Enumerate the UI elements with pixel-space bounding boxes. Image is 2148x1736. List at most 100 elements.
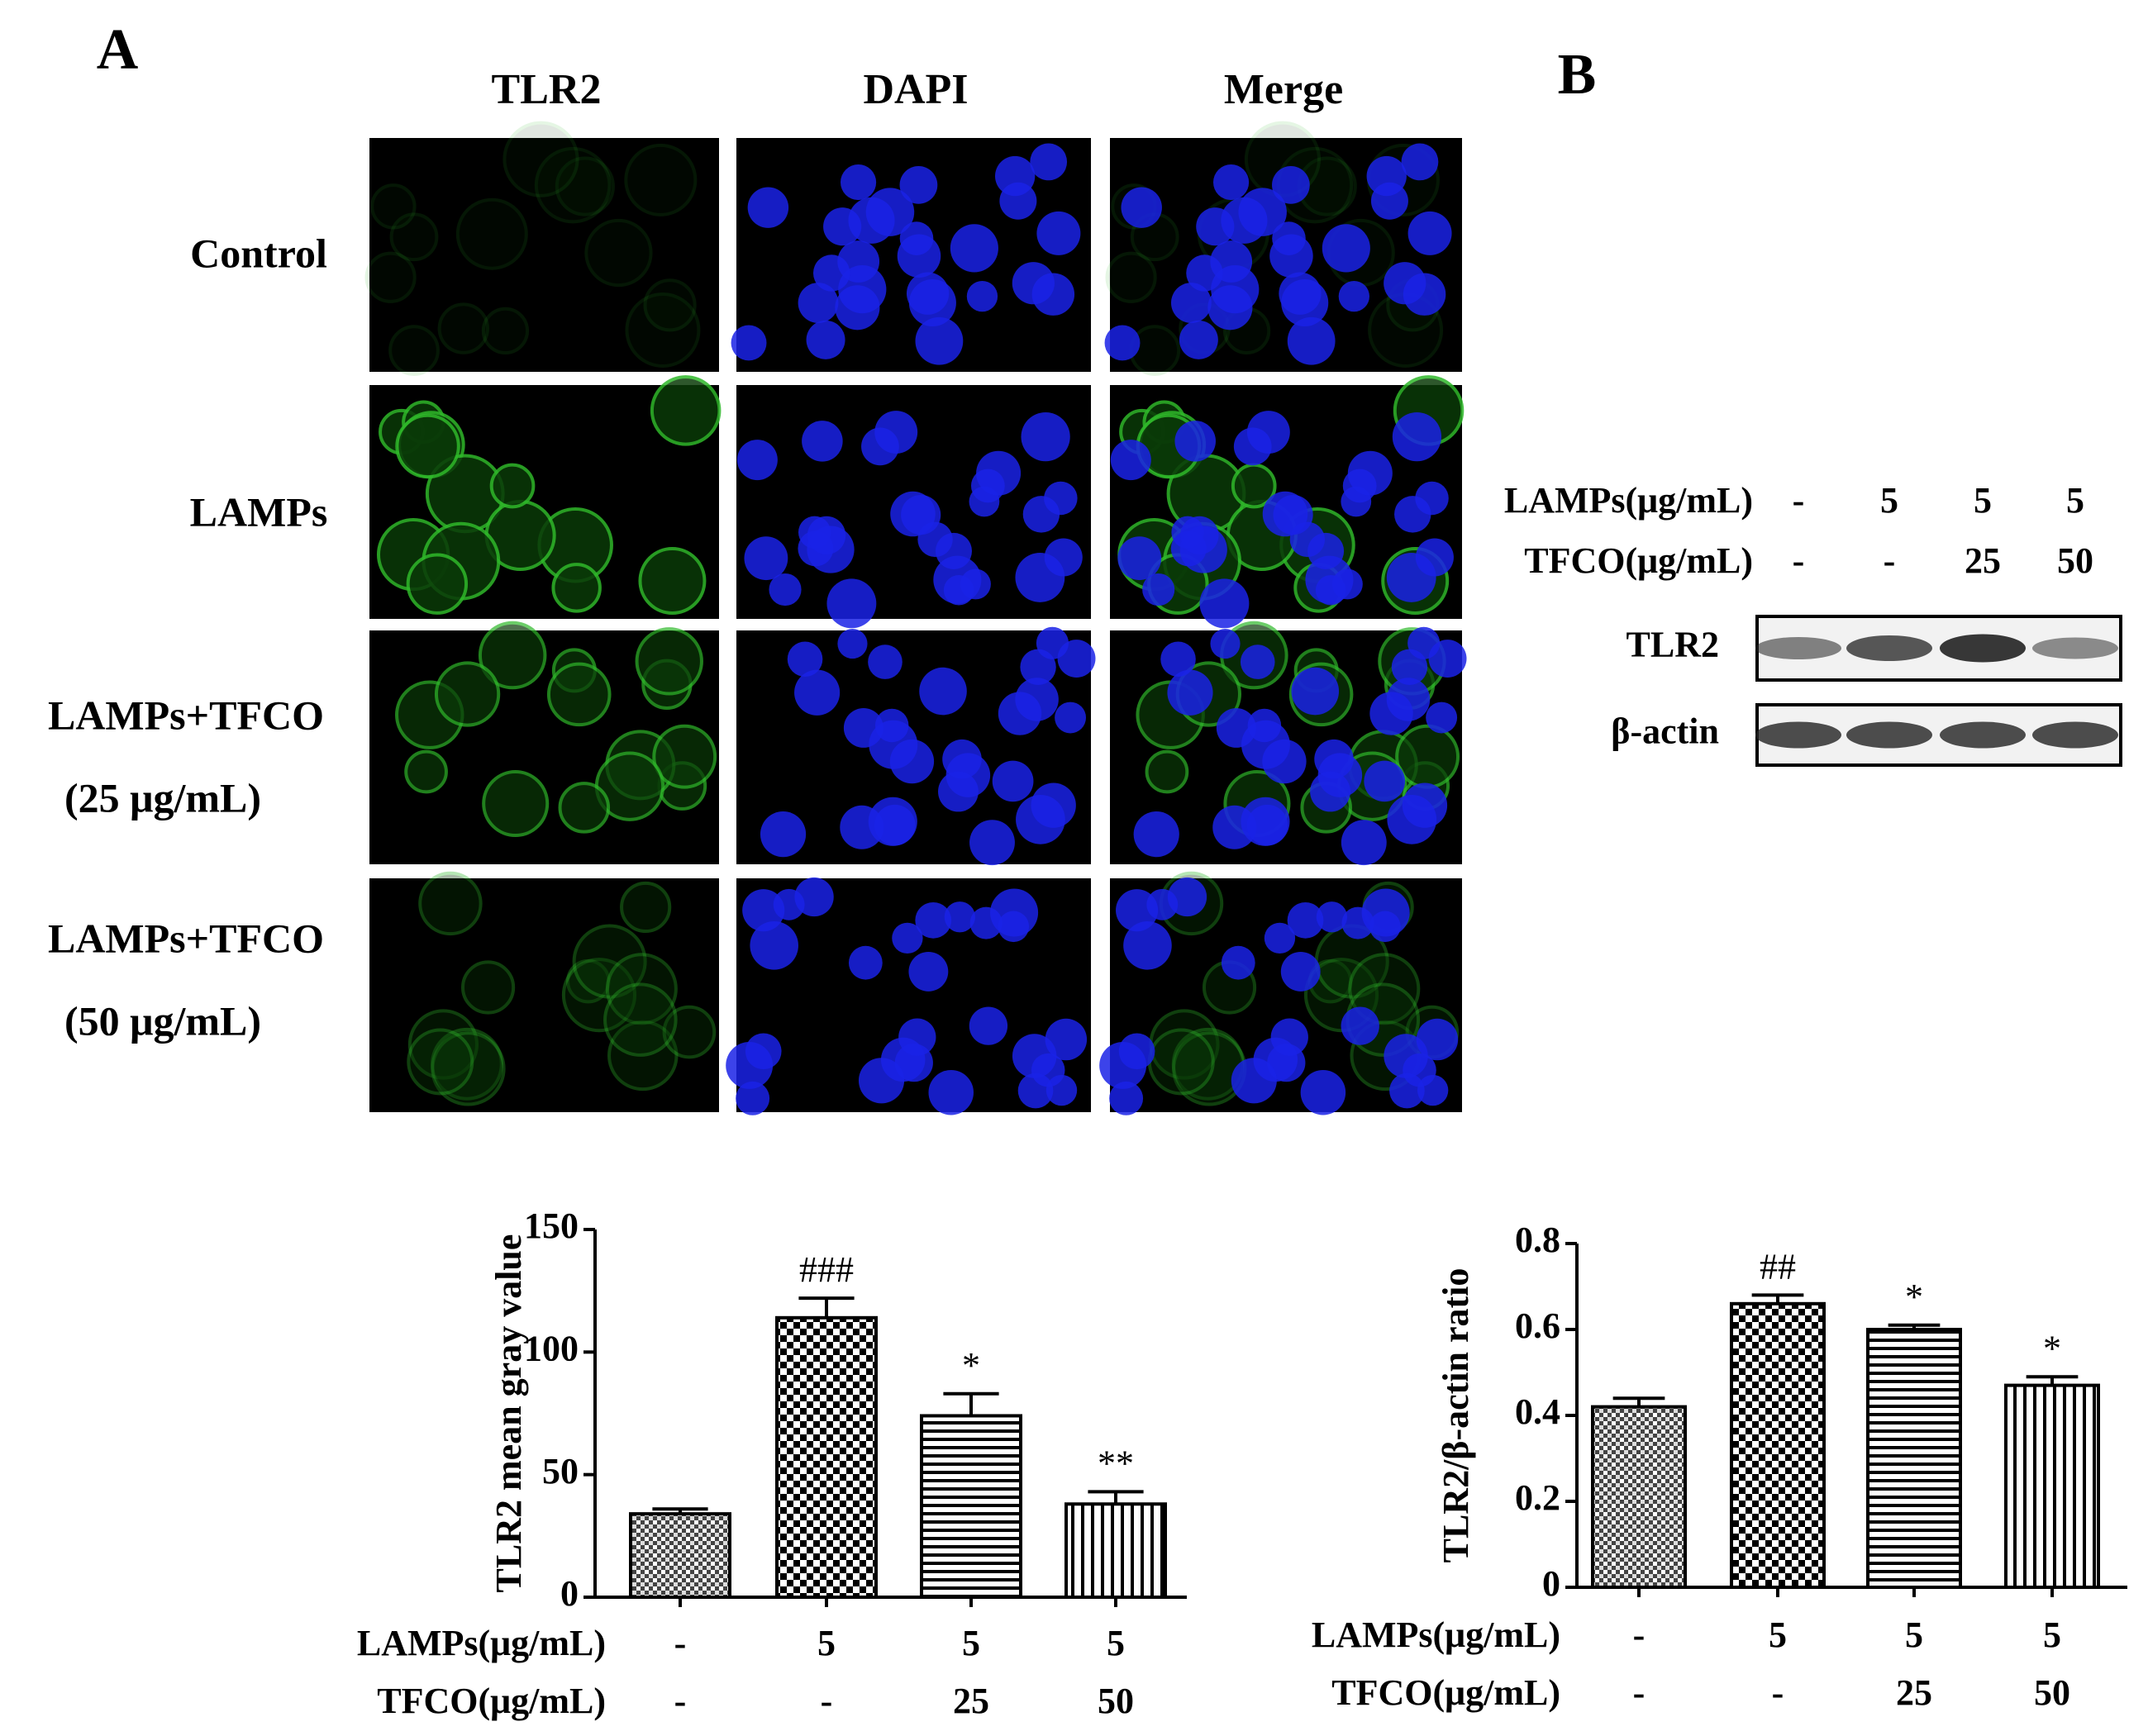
nucleus [1338,280,1369,312]
green-cell [1105,251,1157,303]
green-cell [455,197,528,270]
panel-label: B [1558,43,1597,107]
treatment-value: - [821,1681,833,1721]
nucleus [1055,702,1087,734]
treatment-value: 5 [1905,1615,1923,1655]
microscopy-grid: TLR2 DAPI Merge Control LAMPs LAMPs+TFCO (25 μ… [48,66,1467,1115]
nucleus [1369,692,1413,735]
green-cell [389,212,439,262]
row-label: (25 μg/mL) [64,774,261,820]
green-cell [1145,749,1189,794]
green-cell [558,782,611,834]
nucleus [745,1033,782,1070]
nucleus [1231,1058,1277,1104]
column-header: DAPI [863,66,968,113]
y-axis-title: TLR2/β-actin ratio [1436,1268,1476,1563]
nucleus [992,760,1034,802]
nucleus [994,155,1036,197]
nucleus [1322,224,1370,273]
nucleus [769,573,802,606]
treatment-label: LAMPs(μg/mL) [357,1623,606,1663]
nucleus [1264,922,1296,954]
treatment-label: TFCO(μg/mL) [1331,1672,1560,1713]
nucleus [807,516,846,555]
green-cell [643,278,697,332]
green-cell [561,958,637,1033]
nucleus [742,889,785,932]
nucleus [1044,538,1083,577]
blot-band [1940,634,2026,663]
nucleus [1044,481,1078,516]
nucleus [944,901,975,933]
nucleus [998,692,1042,735]
treatment-value: 25 [1896,1672,1932,1713]
micrograph-background [369,878,719,1112]
green-cell [502,121,579,197]
blot-treatment-value: - [1793,480,1805,521]
green-cell [603,982,678,1057]
nucleus [1341,820,1387,866]
nucleus [998,911,1030,943]
nucleus [1045,1074,1078,1106]
nucleus [1384,262,1426,305]
nucleus [773,888,805,920]
green-cell [364,251,417,303]
blot-treatment-value: 5 [1880,480,1898,521]
nucleus [1123,920,1172,970]
nucleus [1213,164,1250,201]
nucleus [1180,516,1219,555]
green-cell [551,563,602,613]
green-cell [546,662,612,727]
nucleus [794,669,841,716]
green-cell [395,413,460,479]
green-cell [566,958,611,1004]
nucleus [1369,911,1401,943]
nucleus [1012,262,1055,305]
nucleus [1347,450,1393,496]
column-header: Merge [1224,66,1343,113]
nucleus [1036,626,1069,659]
row-label: LAMPs+TFCO [48,915,324,961]
micrograph [726,877,1091,1115]
nucleus [868,644,903,679]
nucleus [908,951,949,992]
nucleus [1174,421,1216,462]
micrograph [1099,871,1462,1115]
blot-band [1755,637,1841,659]
blot-treatment-value: 5 [1974,480,1992,521]
green-cell [388,325,440,376]
green-cell [534,146,612,224]
nucleus [858,1058,905,1104]
nucleus [899,166,938,204]
treatment-value: 5 [2043,1615,2061,1655]
nucleus [1109,1081,1144,1115]
nucleus [1221,945,1255,980]
y-tick-label: 0 [560,1573,579,1614]
bar [1730,1301,1826,1590]
nucleus [1272,166,1310,204]
nucleus [874,804,916,846]
nucleus [1426,702,1458,734]
nucleus [915,316,964,365]
nucleus [750,920,798,970]
micrograph [1104,121,1462,376]
nucleus [1305,555,1354,604]
nucleus [1269,234,1313,278]
nucleus [919,667,967,716]
nucleus [1238,188,1287,236]
micrograph [1110,375,1465,629]
green-cell [1147,1028,1215,1096]
green-cell [431,1027,503,1101]
green-cell [406,553,469,615]
nucleus [1146,888,1179,920]
nucleus [1387,794,1437,844]
nucleus [1142,573,1175,606]
nucleus [744,536,788,581]
blot-treatment-value: 5 [2066,480,2084,521]
blot-treatment-label: TFCO(μg/mL) [1524,540,1753,581]
blot-band-label: β-actin [1611,711,1719,752]
green-cell [431,1031,506,1106]
